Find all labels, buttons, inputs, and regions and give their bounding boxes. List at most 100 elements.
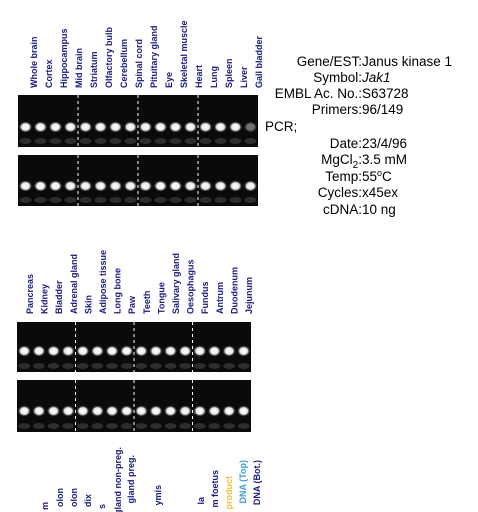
primer-smear	[179, 423, 192, 429]
info-value: x45ex	[362, 185, 398, 200]
gel-band	[33, 180, 48, 192]
primer-smear	[49, 138, 62, 144]
primer-smear	[179, 363, 192, 369]
primer-smear	[64, 138, 77, 144]
lane-label: la	[196, 496, 206, 505]
primer-smear	[34, 197, 47, 203]
primer-smear	[164, 423, 177, 429]
info-label: Temp:	[325, 169, 362, 184]
superscript: o	[377, 168, 382, 178]
primer-smear	[214, 197, 227, 203]
primer-smear	[124, 138, 137, 144]
info-label: MgCl2:	[321, 152, 362, 171]
gel-band	[148, 405, 163, 417]
gel-band	[105, 405, 120, 417]
primer-smear	[120, 363, 133, 369]
gel-band	[17, 345, 32, 357]
lane-label: Whole brain	[29, 37, 39, 89]
subscript: 2	[353, 160, 359, 171]
primer-smear	[139, 138, 152, 144]
primer-smear	[150, 423, 162, 429]
primer-smear	[33, 363, 45, 369]
gel-band	[90, 345, 105, 357]
primer-smear	[47, 423, 60, 429]
info-label: Primers:	[312, 102, 362, 117]
gel-band	[63, 121, 78, 133]
gel-band	[123, 121, 138, 133]
primer-smear	[62, 423, 75, 429]
gel-band	[33, 121, 48, 133]
gel-band	[119, 405, 134, 417]
lane-label: Jejunum	[244, 277, 254, 314]
lane-label: DNA (Bot.)	[252, 460, 262, 505]
gel-band	[198, 121, 213, 133]
primer-smear	[154, 138, 167, 144]
primer-smear	[229, 138, 242, 144]
gel-band	[134, 405, 149, 417]
primer-smear	[62, 363, 75, 369]
gel-band	[243, 121, 258, 133]
primer-smear	[208, 363, 221, 369]
lane-label: Adipose tissue	[98, 250, 108, 314]
primer-smear	[76, 423, 89, 429]
lane-label: Heart	[194, 65, 204, 88]
info-label: Gene/EST:	[297, 54, 362, 69]
gel-band	[163, 405, 178, 417]
lane-label: Paw	[127, 295, 137, 314]
primer-smear	[184, 138, 197, 144]
gel-band	[207, 345, 222, 357]
gel-band	[78, 180, 93, 192]
lane-label: Striatum	[89, 51, 99, 88]
gel-band	[31, 405, 46, 417]
gel-band	[213, 180, 228, 192]
primer-smear	[106, 423, 118, 429]
lane-label: olon	[55, 488, 65, 507]
lane-label: Antrum	[215, 282, 225, 314]
info-value: 10 ng	[362, 202, 396, 217]
primer-smear	[135, 423, 148, 429]
lane-label: Adrenal gland	[69, 254, 79, 314]
primer-smear	[193, 423, 206, 429]
gel-band	[61, 345, 76, 357]
lane-label: DNA (Top)	[238, 460, 248, 503]
primer-smear	[64, 197, 77, 203]
lane-label: Salivary gland	[171, 253, 181, 314]
gel-band	[119, 345, 134, 357]
lane-label: m foetus	[210, 470, 220, 508]
gel-band	[168, 121, 183, 133]
primer-smear	[124, 197, 137, 203]
lane-label: Oesophagus	[186, 259, 196, 314]
gel-band	[108, 180, 123, 192]
info-label: EMBL Ac. No.:	[275, 86, 362, 101]
primer-smear	[169, 197, 182, 203]
primer-smear	[79, 197, 92, 203]
gel-band	[163, 345, 178, 357]
lane-label: Skin	[83, 295, 93, 314]
primer-smear	[193, 363, 206, 369]
info-label: Date:	[330, 136, 362, 151]
lane-label: Gall bladder	[254, 35, 264, 88]
primer-smear	[150, 363, 162, 369]
primer-smear	[91, 363, 104, 369]
lane-label: Duodenum	[229, 267, 239, 314]
info-value: S63728	[362, 86, 409, 101]
primer-smear	[154, 197, 167, 203]
primer-smear	[244, 138, 257, 144]
primer-smear	[76, 363, 89, 369]
primer-smear	[223, 423, 235, 429]
gels	[17, 95, 258, 432]
gel-band	[134, 345, 149, 357]
gel-band	[18, 121, 33, 133]
primer-smear	[214, 138, 227, 144]
gel-band	[213, 121, 228, 133]
primer-smear	[106, 363, 118, 369]
primer-smear	[33, 423, 45, 429]
gel-band	[192, 405, 207, 417]
gel-band	[153, 180, 168, 192]
gel-band	[17, 405, 32, 417]
primer-smear	[223, 363, 235, 369]
gel-band	[61, 405, 76, 417]
info-value: Janus kinase 1	[362, 54, 452, 69]
gel-band	[178, 405, 193, 417]
primer-smear	[135, 363, 148, 369]
